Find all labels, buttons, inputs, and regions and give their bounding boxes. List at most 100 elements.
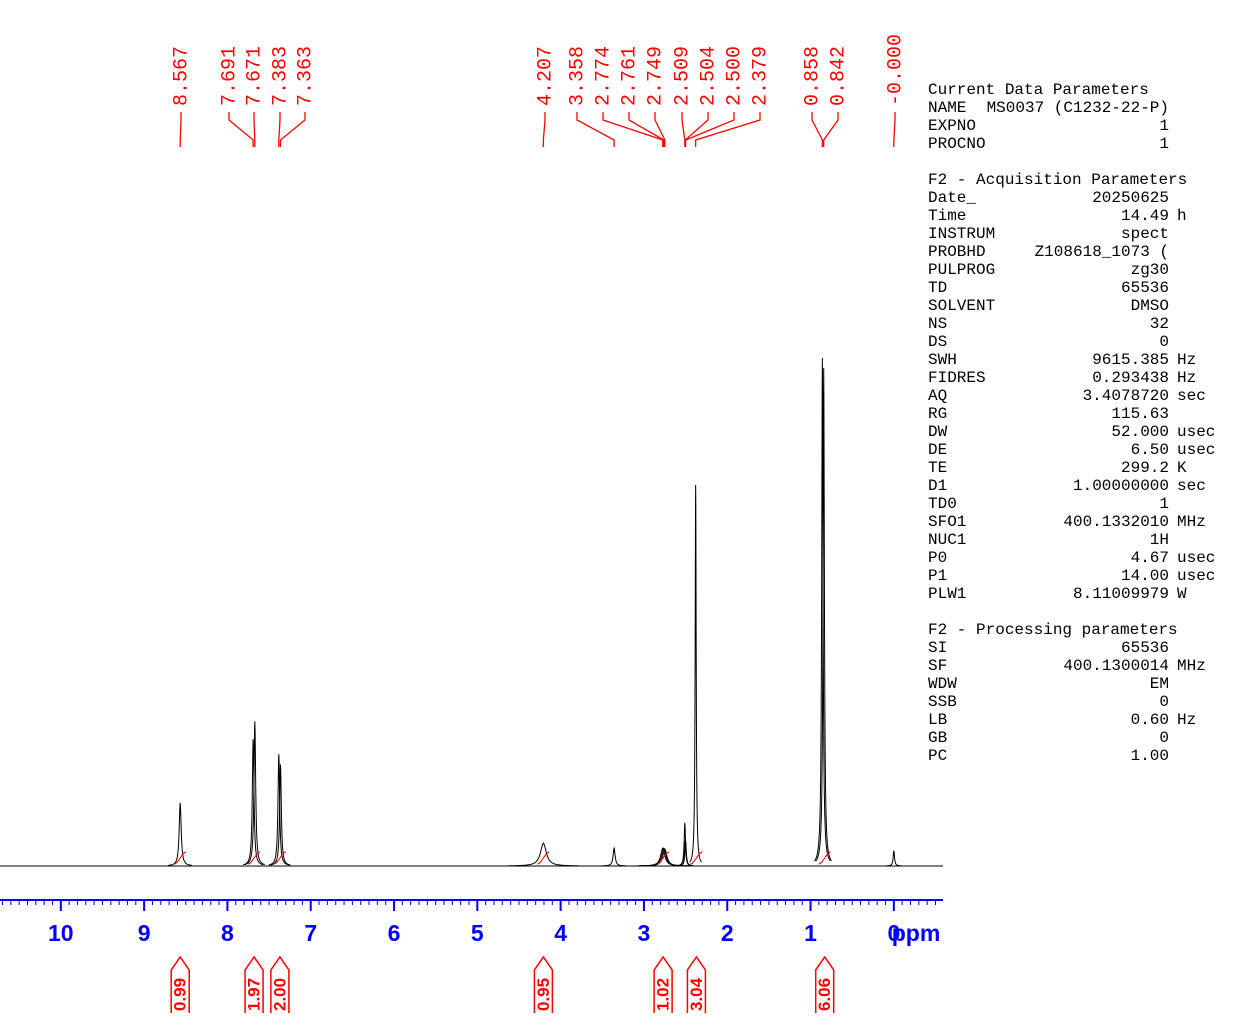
param-name: DW [928, 423, 948, 441]
peak-label: 2.749 [644, 46, 667, 106]
param-name: EXPNO [928, 117, 976, 135]
peak [639, 848, 690, 867]
param-name: SI [928, 639, 947, 657]
peak-connector [628, 112, 665, 147]
integral-curve [247, 851, 261, 865]
x-axis-label: ppm [892, 920, 941, 946]
peak-label: 3.358 [566, 46, 589, 106]
param-name: WDW [928, 675, 957, 693]
param-value: 115.63 [1111, 405, 1169, 423]
param-value: MS0037 (C1232-22-P) [987, 99, 1169, 117]
peak-connector [278, 112, 281, 147]
param-value: 14.49 [1121, 207, 1169, 225]
param-name: SOLVENT [928, 297, 995, 315]
param-name: Time [928, 207, 966, 225]
param-value: 400.1300014 [1063, 657, 1169, 675]
param-unit: h [1177, 207, 1187, 225]
peak-connector [654, 112, 666, 147]
param-unit: usec [1177, 423, 1215, 441]
integral-label: 0.99 [171, 978, 190, 1011]
param-name: NUC1 [928, 531, 966, 549]
param-unit: usec [1177, 441, 1215, 459]
param-value: 0 [1159, 333, 1169, 351]
integral-bracket [270, 955, 290, 1013]
integral-label: 2.00 [270, 978, 289, 1011]
section-title: Current Data Parameters [928, 81, 1149, 99]
param-name: NAME [928, 99, 966, 117]
param-value: 400.1332010 [1063, 513, 1169, 531]
peak-label: 0.858 [801, 46, 824, 106]
param-value: spect [1121, 225, 1169, 243]
integral-label: 1.02 [654, 978, 673, 1011]
peak-connector [576, 112, 615, 147]
param-value: 3.4078720 [1083, 387, 1169, 405]
peak-connector [542, 112, 546, 147]
peak-connector [179, 112, 182, 147]
param-unit: MHz [1177, 513, 1206, 531]
param-value: 1H [1150, 531, 1169, 549]
param-name: INSTRUM [928, 225, 995, 243]
peak-connector [681, 112, 686, 147]
param-unit: usec [1177, 567, 1215, 585]
param-name: FIDRES [928, 369, 986, 387]
peak [270, 764, 291, 866]
param-value: 0.293438 [1092, 369, 1169, 387]
peak-label: 2.774 [592, 46, 615, 106]
peak [244, 721, 265, 866]
peak [815, 368, 832, 862]
param-name: TD0 [928, 495, 957, 513]
peak-connector [893, 112, 896, 147]
param-unit: MHz [1177, 657, 1206, 675]
param-name: NS [928, 315, 947, 333]
param-name: PROCNO [928, 135, 986, 153]
param-unit: Hz [1177, 351, 1196, 369]
peak-connector [811, 112, 824, 147]
peak-connector [253, 112, 256, 147]
param-value: 14.00 [1121, 567, 1169, 585]
param-value: 1 [1159, 135, 1169, 153]
peak [677, 840, 694, 867]
param-name: P1 [928, 567, 947, 585]
param-value: 1 [1159, 117, 1169, 135]
peak-label: 2.509 [671, 46, 694, 106]
integral-bracket [533, 955, 554, 1013]
section-title: F2 - Acquisition Parameters [928, 171, 1187, 189]
peak-label: 2.500 [723, 46, 746, 106]
peak-label: 2.379 [749, 46, 772, 106]
peak-connector [695, 112, 761, 147]
peak [689, 484, 702, 863]
integral-curve [273, 851, 287, 865]
peak [508, 842, 579, 867]
param-value: Z108618_1073 ( [1035, 243, 1169, 261]
integral-label: 6.06 [815, 978, 834, 1011]
param-name: AQ [928, 387, 947, 405]
peak-connector [602, 112, 664, 147]
param-value: 6.50 [1131, 441, 1169, 459]
peak-label: 2.761 [618, 46, 641, 106]
param-value: EM [1150, 675, 1169, 693]
x-tick-label: 10 [48, 920, 74, 946]
param-value: 1 [1159, 495, 1169, 513]
integral-bracket [686, 955, 707, 1013]
param-value: 9615.385 [1092, 351, 1169, 369]
param-value: 20250625 [1092, 189, 1169, 207]
param-value: DMSO [1131, 297, 1169, 315]
x-tick-label: 9 [138, 920, 151, 946]
x-tick-label: 8 [221, 920, 234, 946]
peak-label: 8.567 [170, 46, 193, 106]
param-name: SFO1 [928, 513, 966, 531]
param-unit: sec [1177, 387, 1206, 405]
param-unit: Hz [1177, 711, 1196, 729]
peak-label: 7.363 [294, 46, 317, 106]
param-name: TD [928, 279, 947, 297]
param-value: 1.00000000 [1073, 477, 1169, 495]
peak [885, 850, 902, 867]
x-tick-label: 0 [887, 920, 900, 946]
param-unit: Hz [1177, 369, 1196, 387]
param-value: 32 [1150, 315, 1169, 333]
integral-bracket [244, 955, 264, 1013]
x-tick-label: 1 [804, 920, 817, 946]
peak [268, 754, 289, 866]
param-name: LB [928, 711, 947, 729]
